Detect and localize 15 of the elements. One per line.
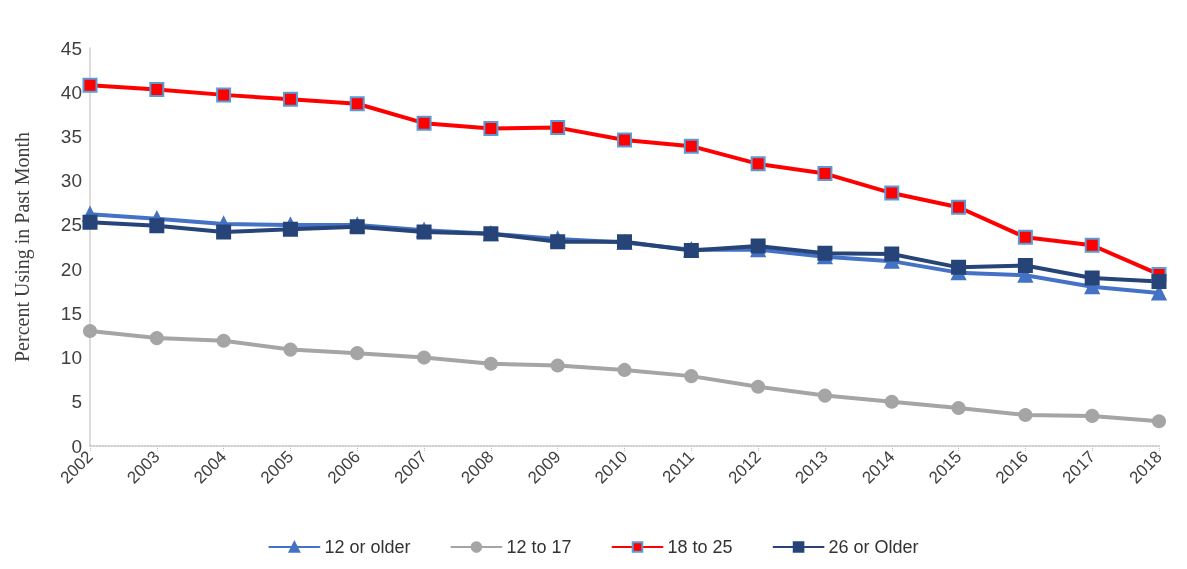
y-tick-label: 20	[60, 258, 82, 280]
y-tick-label: 5	[71, 391, 82, 413]
y-axis-title: Percent Using in Past Month	[11, 132, 34, 362]
legend-label: 12 to 17	[506, 537, 572, 557]
y-tick-label: 25	[60, 214, 82, 236]
y-tick-label: 40	[60, 81, 82, 103]
y-tick-label: 10	[60, 347, 82, 369]
y-tick-label: 15	[60, 302, 82, 324]
legend-label: 26 or Older	[828, 537, 919, 557]
legend-label: 18 to 25	[667, 537, 733, 557]
y-tick-label: 45	[60, 37, 82, 59]
y-tick-label: 35	[60, 125, 82, 147]
legend-label: 12 or older	[324, 537, 411, 557]
y-tick-label: 0	[71, 435, 82, 457]
y-tick-label: 30	[60, 170, 82, 192]
